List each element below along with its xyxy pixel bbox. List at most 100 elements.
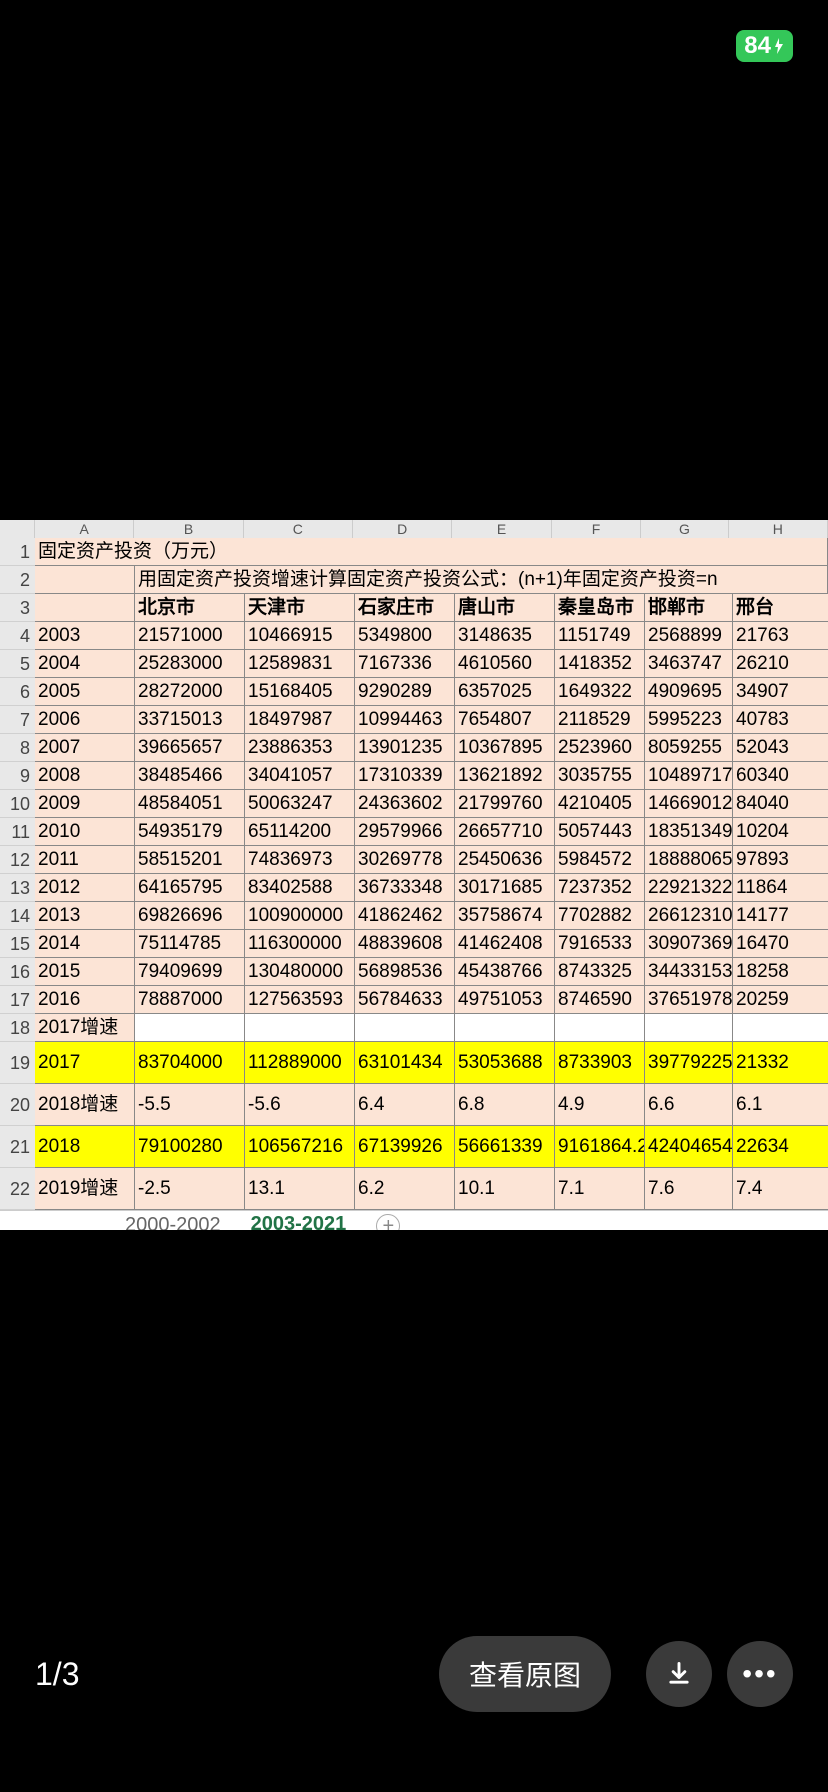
data-cell[interactable] xyxy=(245,1014,355,1041)
header-cell[interactable]: 邢台 xyxy=(733,594,828,621)
data-cell[interactable]: 2118529 xyxy=(555,706,645,733)
data-cell[interactable]: 58515201 xyxy=(135,846,245,873)
data-cell[interactable]: 38485466 xyxy=(135,762,245,789)
header-cell[interactable]: 邯郸市 xyxy=(645,594,733,621)
data-cell[interactable]: 37651978 xyxy=(645,986,733,1013)
data-cell[interactable]: 6.6 xyxy=(645,1084,733,1125)
data-cell[interactable]: 7167336 xyxy=(355,650,455,677)
data-cell[interactable]: 2568899 xyxy=(645,622,733,649)
data-cell[interactable]: 26210 xyxy=(733,650,828,677)
data-cell[interactable]: 41462408 xyxy=(455,930,555,957)
data-cell[interactable]: 7237352 xyxy=(555,874,645,901)
data-cell[interactable]: 74836973 xyxy=(245,846,355,873)
data-cell[interactable]: 64165795 xyxy=(135,874,245,901)
data-cell[interactable]: 22634 xyxy=(733,1126,828,1167)
data-cell[interactable]: 116300000 xyxy=(245,930,355,957)
data-cell[interactable]: 54935179 xyxy=(135,818,245,845)
data-cell[interactable] xyxy=(455,1014,555,1041)
data-cell[interactable]: 7.4 xyxy=(733,1168,828,1209)
data-cell[interactable]: 21332 xyxy=(733,1042,828,1083)
data-cell[interactable]: 79409699 xyxy=(135,958,245,985)
data-cell[interactable]: 5057443 xyxy=(555,818,645,845)
formula-cell[interactable]: 用固定资产投资增速计算固定资产投资公式：(n+1)年固定资产投资=n xyxy=(135,566,828,593)
data-cell[interactable]: 26657710 xyxy=(455,818,555,845)
data-cell[interactable]: 10204 xyxy=(733,818,828,845)
data-cell[interactable]: 2017 xyxy=(35,1042,135,1083)
data-cell[interactable]: 56784633 xyxy=(355,986,455,1013)
data-cell[interactable]: 127563593 xyxy=(245,986,355,1013)
data-cell[interactable]: 4610560 xyxy=(455,650,555,677)
data-cell[interactable]: 8743325 xyxy=(555,958,645,985)
data-cell[interactable]: 1418352 xyxy=(555,650,645,677)
data-cell[interactable]: 65114200 xyxy=(245,818,355,845)
data-cell[interactable]: 30171685 xyxy=(455,874,555,901)
data-cell[interactable]: 2019增速 xyxy=(35,1168,135,1209)
data-cell[interactable]: 8733903 xyxy=(555,1042,645,1083)
data-cell[interactable]: 39665657 xyxy=(135,734,245,761)
data-cell[interactable]: 69826696 xyxy=(135,902,245,929)
data-cell[interactable]: 56661339 xyxy=(455,1126,555,1167)
data-cell[interactable]: 25283000 xyxy=(135,650,245,677)
data-cell[interactable]: 22921322 xyxy=(645,874,733,901)
data-cell[interactable]: 97893 xyxy=(733,846,828,873)
data-cell[interactable]: 24363602 xyxy=(355,790,455,817)
data-cell[interactable] xyxy=(733,1014,828,1041)
data-cell[interactable]: 2007 xyxy=(35,734,135,761)
data-cell[interactable]: 13621892 xyxy=(455,762,555,789)
data-cell[interactable]: 49751053 xyxy=(455,986,555,1013)
data-cell[interactable]: 9290289 xyxy=(355,678,455,705)
data-cell[interactable]: 8746590 xyxy=(555,986,645,1013)
data-cell[interactable]: 18351349 xyxy=(645,818,733,845)
data-cell[interactable]: 15168405 xyxy=(245,678,355,705)
add-tab-button[interactable]: + xyxy=(376,1214,400,1231)
data-cell[interactable]: 11864 xyxy=(733,874,828,901)
data-cell[interactable]: 1649322 xyxy=(555,678,645,705)
data-cell[interactable]: 3035755 xyxy=(555,762,645,789)
data-cell[interactable]: 40783 xyxy=(733,706,828,733)
data-cell[interactable]: 2523960 xyxy=(555,734,645,761)
data-cell[interactable]: 2013 xyxy=(35,902,135,929)
data-cell[interactable]: 130480000 xyxy=(245,958,355,985)
data-cell[interactable]: 17310339 xyxy=(355,762,455,789)
data-cell[interactable]: 3463747 xyxy=(645,650,733,677)
data-cell[interactable]: 10994463 xyxy=(355,706,455,733)
data-cell[interactable]: 2006 xyxy=(35,706,135,733)
data-cell[interactable]: 36733348 xyxy=(355,874,455,901)
data-cell[interactable]: -5.5 xyxy=(135,1084,245,1125)
data-cell[interactable]: 7654807 xyxy=(455,706,555,733)
data-cell[interactable]: 2003 xyxy=(35,622,135,649)
data-cell[interactable]: 6.1 xyxy=(733,1084,828,1125)
col-letter[interactable]: F xyxy=(552,520,641,538)
data-cell[interactable]: 25450636 xyxy=(455,846,555,873)
col-letter[interactable]: G xyxy=(641,520,728,538)
data-cell[interactable]: 34041057 xyxy=(245,762,355,789)
data-cell[interactable]: 4210405 xyxy=(555,790,645,817)
data-cell[interactable]: 14669012 xyxy=(645,790,733,817)
data-cell[interactable]: 2016 xyxy=(35,986,135,1013)
data-cell[interactable]: 2005 xyxy=(35,678,135,705)
data-cell[interactable]: 42404654 xyxy=(645,1126,733,1167)
data-cell[interactable] xyxy=(645,1014,733,1041)
data-cell[interactable]: 34907 xyxy=(733,678,828,705)
data-cell[interactable]: -2.5 xyxy=(135,1168,245,1209)
data-cell[interactable] xyxy=(555,1014,645,1041)
data-cell[interactable]: 2018增速 xyxy=(35,1084,135,1125)
data-cell[interactable]: 2015 xyxy=(35,958,135,985)
data-cell[interactable]: 29579966 xyxy=(355,818,455,845)
view-original-button[interactable]: 查看原图 xyxy=(439,1636,611,1712)
data-cell[interactable]: 26612310 xyxy=(645,902,733,929)
data-cell[interactable]: 21763 xyxy=(733,622,828,649)
data-cell[interactable]: 7.1 xyxy=(555,1168,645,1209)
data-cell[interactable]: 41862462 xyxy=(355,902,455,929)
col-letter[interactable]: D xyxy=(353,520,452,538)
title-cell[interactable]: 固定资产投资（万元） xyxy=(35,538,828,565)
header-cell[interactable]: 石家庄市 xyxy=(355,594,455,621)
data-cell[interactable]: 83704000 xyxy=(135,1042,245,1083)
data-cell[interactable]: 48839608 xyxy=(355,930,455,957)
data-cell[interactable]: 23886353 xyxy=(245,734,355,761)
header-cell[interactable] xyxy=(35,594,135,621)
col-letter[interactable]: E xyxy=(452,520,551,538)
col-letter[interactable]: C xyxy=(244,520,353,538)
data-cell[interactable]: 5349800 xyxy=(355,622,455,649)
data-cell[interactable]: 6357025 xyxy=(455,678,555,705)
